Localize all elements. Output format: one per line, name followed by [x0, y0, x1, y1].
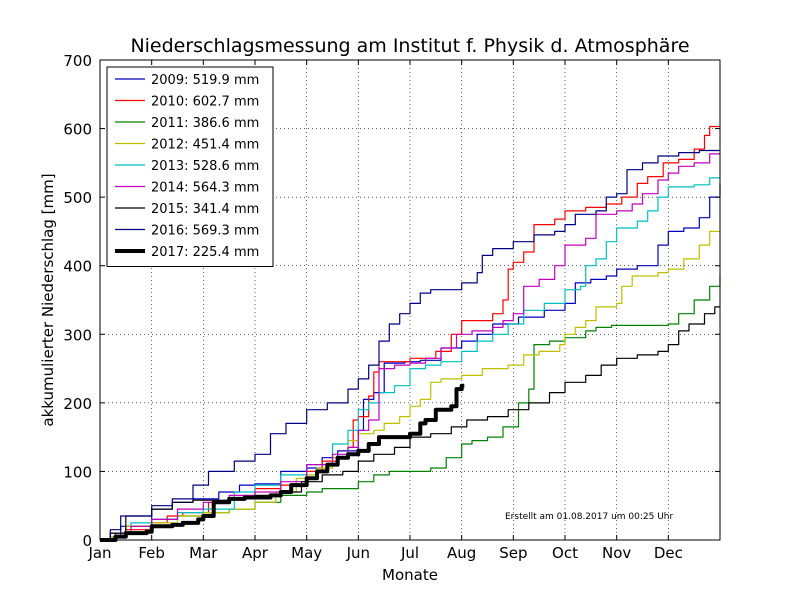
- x-tick-label: Jul: [400, 544, 419, 562]
- legend-label: 2011: 386.6 mm: [151, 116, 259, 131]
- x-tick-label: Jan: [87, 544, 111, 562]
- series-line-1: [100, 183, 721, 541]
- legend: 2009: 519.9 mm 2010: 602.7 mm 2011: 386.6 …: [106, 66, 274, 267]
- creation-annotation: Erstellt am 01.08.2017 um 00:25 Uhr: [505, 512, 673, 522]
- y-tick-label: 100: [63, 463, 92, 481]
- legend-label: 2015: 341.4 mm: [151, 202, 259, 217]
- series-line-8: [100, 149, 721, 541]
- y-tick-label: 300: [63, 326, 92, 344]
- axis-ticks: 0 100 200 300 400 500 600 700 Jan Feb Mar Apr May Jun…: [63, 52, 720, 562]
- legend-label: 2012: 451.4 mm: [151, 138, 259, 153]
- legend-label: 2010: 602.7 mm: [151, 95, 259, 110]
- y-tick-label: 500: [63, 189, 92, 207]
- series-lines: [100, 125, 721, 542]
- legend-label: 2009: 519.9 mm: [151, 73, 259, 88]
- chart-title: Niederschlagsmessung am Institut f. Phys…: [130, 35, 689, 57]
- y-tick-label: 400: [63, 258, 92, 276]
- x-tick-label: Jun: [346, 544, 370, 562]
- x-tick-label: Apr: [242, 544, 269, 562]
- x-tick-label: Oct: [552, 544, 578, 562]
- legend-label: 2014: 564.3 mm: [151, 181, 259, 196]
- series-line-5: [100, 177, 721, 541]
- y-tick-label: 600: [63, 121, 92, 139]
- x-tick-label: Feb: [138, 544, 165, 562]
- x-tick-label: Nov: [602, 544, 631, 562]
- x-tick-label: Dec: [654, 544, 683, 562]
- x-tick-label: Mar: [189, 544, 218, 562]
- y-axis-label: akkumulierter Niederschlag [mm]: [39, 173, 57, 426]
- legend-label: 2016: 569.3 mm: [151, 224, 259, 239]
- series-line-9: [100, 383, 465, 542]
- y-tick-label: 700: [63, 52, 92, 70]
- x-axis-label: Monate: [382, 566, 438, 584]
- x-tick-label: Sep: [499, 544, 527, 562]
- x-tick-label: May: [291, 544, 322, 562]
- y-tick-label: 0: [82, 532, 92, 550]
- series-line-6: [100, 153, 721, 541]
- series-line-4: [100, 230, 721, 541]
- legend-label: 2013: 528.6 mm: [151, 159, 259, 174]
- x-tick-label: Aug: [447, 544, 476, 562]
- y-tick-label: 200: [63, 395, 92, 413]
- legend-label: 2017: 225.4 mm: [151, 245, 259, 260]
